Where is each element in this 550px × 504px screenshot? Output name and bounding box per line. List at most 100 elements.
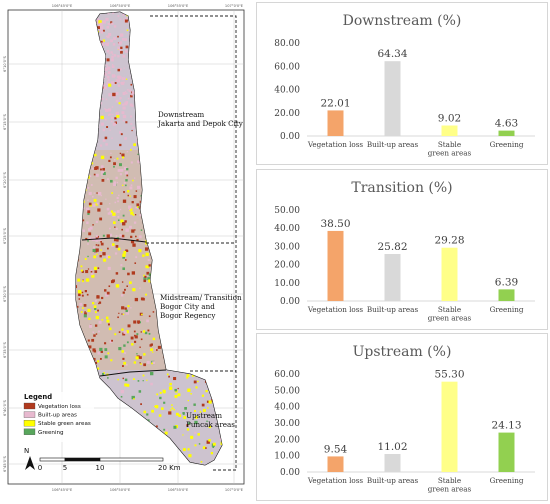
bar — [327, 456, 344, 472]
category-label: Greening — [490, 140, 524, 149]
coord-left-label: 6°15'0"S — [3, 113, 7, 130]
transition-chart-card: Transition (%) 0.00 10.00 20.00 30.00 40.00 50… — [256, 169, 548, 330]
legend-title: Legend — [24, 393, 52, 401]
coord-top-label: 107°0'0"E — [225, 4, 244, 8]
bar-value-label: 64.34 — [377, 48, 407, 60]
coord-left-label: 6°45'0"S — [3, 455, 7, 472]
downstream-boundary — [81, 237, 147, 243]
legend-item-label: Vegetation loss — [38, 404, 81, 410]
coord-left-label: 6°40'0"S — [3, 399, 7, 416]
region-midstream-name: Midstream/ Transition — [160, 293, 242, 302]
y-tick-label: 80.00 — [274, 39, 300, 49]
bar-value-label: 11.02 — [377, 441, 407, 453]
coord-bottom-label: 106°50'0"E — [110, 488, 131, 492]
legend-item-label: Stable green areas — [38, 421, 91, 427]
category-label: Stable green areas — [428, 140, 472, 158]
bar — [498, 289, 515, 301]
y-tick-label: 20.00 — [274, 261, 300, 271]
bar-value-label: 38.50 — [320, 218, 350, 230]
coordinate-labels: 106°45'0"E 106°45'0"E 106°50'0"E 106°50'0"E… — [3, 4, 244, 492]
bar-value-label: 22.01 — [320, 97, 350, 109]
coord-bottom-label: 106°55'0"E — [168, 488, 189, 492]
bar-value-label: 9.54 — [324, 443, 348, 455]
region-midstream-cities-1: Bogor City and — [160, 302, 215, 311]
coord-top-label: 106°50'0"E — [110, 4, 131, 8]
transition-bar-chart: Transition (%) 0.00 10.00 20.00 30.00 40.00 50… — [274, 180, 535, 323]
category-label: Built-up areas — [367, 140, 419, 149]
region-downstream-name: Downstream — [158, 110, 204, 119]
map-legend: Legend Vegetation loss Built-up areas Stab… — [22, 392, 94, 442]
coord-top-label: 106°45'0"E — [52, 4, 73, 8]
coord-left-label: 6°10'0"S — [3, 55, 7, 72]
legend-swatch — [23, 420, 36, 427]
map-canvas: 106°45'0"E 106°45'0"E 106°50'0"E 106°50'0"E… — [0, 0, 253, 504]
y-tick-label: 40.00 — [274, 224, 300, 234]
upstream-chart-card: Upstream (%) 0.00 10.00 20.00 30.00 40.00 50.0… — [256, 333, 548, 501]
bar — [384, 61, 401, 136]
y-tick-label: 50.00 — [274, 386, 300, 396]
category-label: Greening — [490, 476, 524, 485]
coord-bottom-label: 106°45'0"E — [52, 488, 73, 492]
y-tick-label: 30.00 — [274, 419, 300, 429]
bar — [498, 432, 515, 472]
coord-bottom-label: 107°0'0"E — [225, 488, 244, 492]
y-tick-label: 0.00 — [280, 468, 300, 478]
coord-left-label: 6°25'0"S — [3, 227, 7, 244]
region-downstream-cities: Jakarta and Depok City — [157, 119, 244, 128]
y-tick-label: 0.00 — [280, 297, 300, 307]
downstream-bar-chart: Downstream (%) 0.00 20.00 40.00 60.00 80.00 22… — [274, 13, 535, 158]
downstream-chart-card: Downstream (%) 0.00 20.00 40.00 60.00 80.00 22… — [256, 2, 548, 165]
legend-swatch — [23, 428, 36, 435]
y-tick-label: 40.00 — [274, 403, 300, 413]
region-brackets — [146, 15, 237, 471]
region-upstream-cities: Puncak areas — [186, 420, 235, 429]
chart-title: Upstream (%) — [353, 344, 452, 360]
region-upstream-name: Upstream — [186, 411, 222, 420]
y-tick-label: 60.00 — [274, 370, 300, 380]
bar-value-label: 24.13 — [491, 420, 521, 432]
y-tick-label: 50.00 — [274, 206, 300, 216]
scale-tick-label: 5 — [63, 464, 67, 472]
north-arrow-icon — [25, 456, 35, 470]
bar — [441, 381, 458, 472]
y-tick-label: 30.00 — [274, 242, 300, 252]
study-area-map: 106°45'0"E 106°45'0"E 106°50'0"E 106°50'0"E… — [0, 0, 253, 504]
bar — [384, 454, 401, 472]
bar-value-label: 9.02 — [438, 113, 461, 125]
scale-bar: 0 5 10 20 Km — [38, 457, 181, 472]
y-tick-label: 40.00 — [274, 86, 300, 96]
bar-value-label: 25.82 — [377, 241, 407, 253]
y-tick-label: 10.00 — [274, 279, 300, 289]
region-midstream-cities-2: Bogor Regency — [160, 311, 216, 320]
scale-tick-label: 10 — [96, 464, 105, 472]
upstream-bar-chart: Upstream (%) 0.00 10.00 20.00 30.00 40.00 50.0… — [274, 344, 535, 494]
legend-item-label: Built-up areas — [38, 413, 77, 419]
bar-value-label: 29.28 — [434, 235, 464, 247]
bar-value-label: 4.63 — [495, 118, 518, 130]
category-label: Vegetation loss — [307, 476, 364, 485]
bar-value-label: 6.39 — [495, 276, 518, 288]
bar — [384, 254, 401, 301]
legend-swatch — [23, 411, 36, 418]
north-arrow: N — [24, 447, 35, 470]
category-label: Built-up areas — [367, 476, 419, 485]
category-label: Greening — [490, 305, 524, 314]
coord-left-label: 6°20'0"S — [3, 171, 7, 188]
y-tick-label: 10.00 — [274, 452, 300, 462]
coord-top-label: 106°55'0"E — [168, 4, 189, 8]
category-label: Built-up areas — [367, 305, 419, 314]
chart-title: Transition (%) — [351, 180, 452, 196]
bar — [441, 125, 458, 136]
upstream-boundary — [99, 369, 167, 377]
bar — [441, 247, 458, 301]
legend-swatch — [23, 402, 36, 410]
north-label: N — [24, 447, 29, 455]
scale-tick-label: 0 — [38, 464, 42, 472]
map-frame — [7, 9, 245, 485]
category-label: Stable green areas — [428, 476, 472, 494]
scale-tick-label: 20 Km — [158, 464, 181, 472]
bar — [327, 230, 344, 301]
coord-left-label: 6°30'0"S — [3, 285, 7, 302]
bar — [498, 130, 515, 136]
chart-title: Downstream (%) — [343, 13, 462, 29]
